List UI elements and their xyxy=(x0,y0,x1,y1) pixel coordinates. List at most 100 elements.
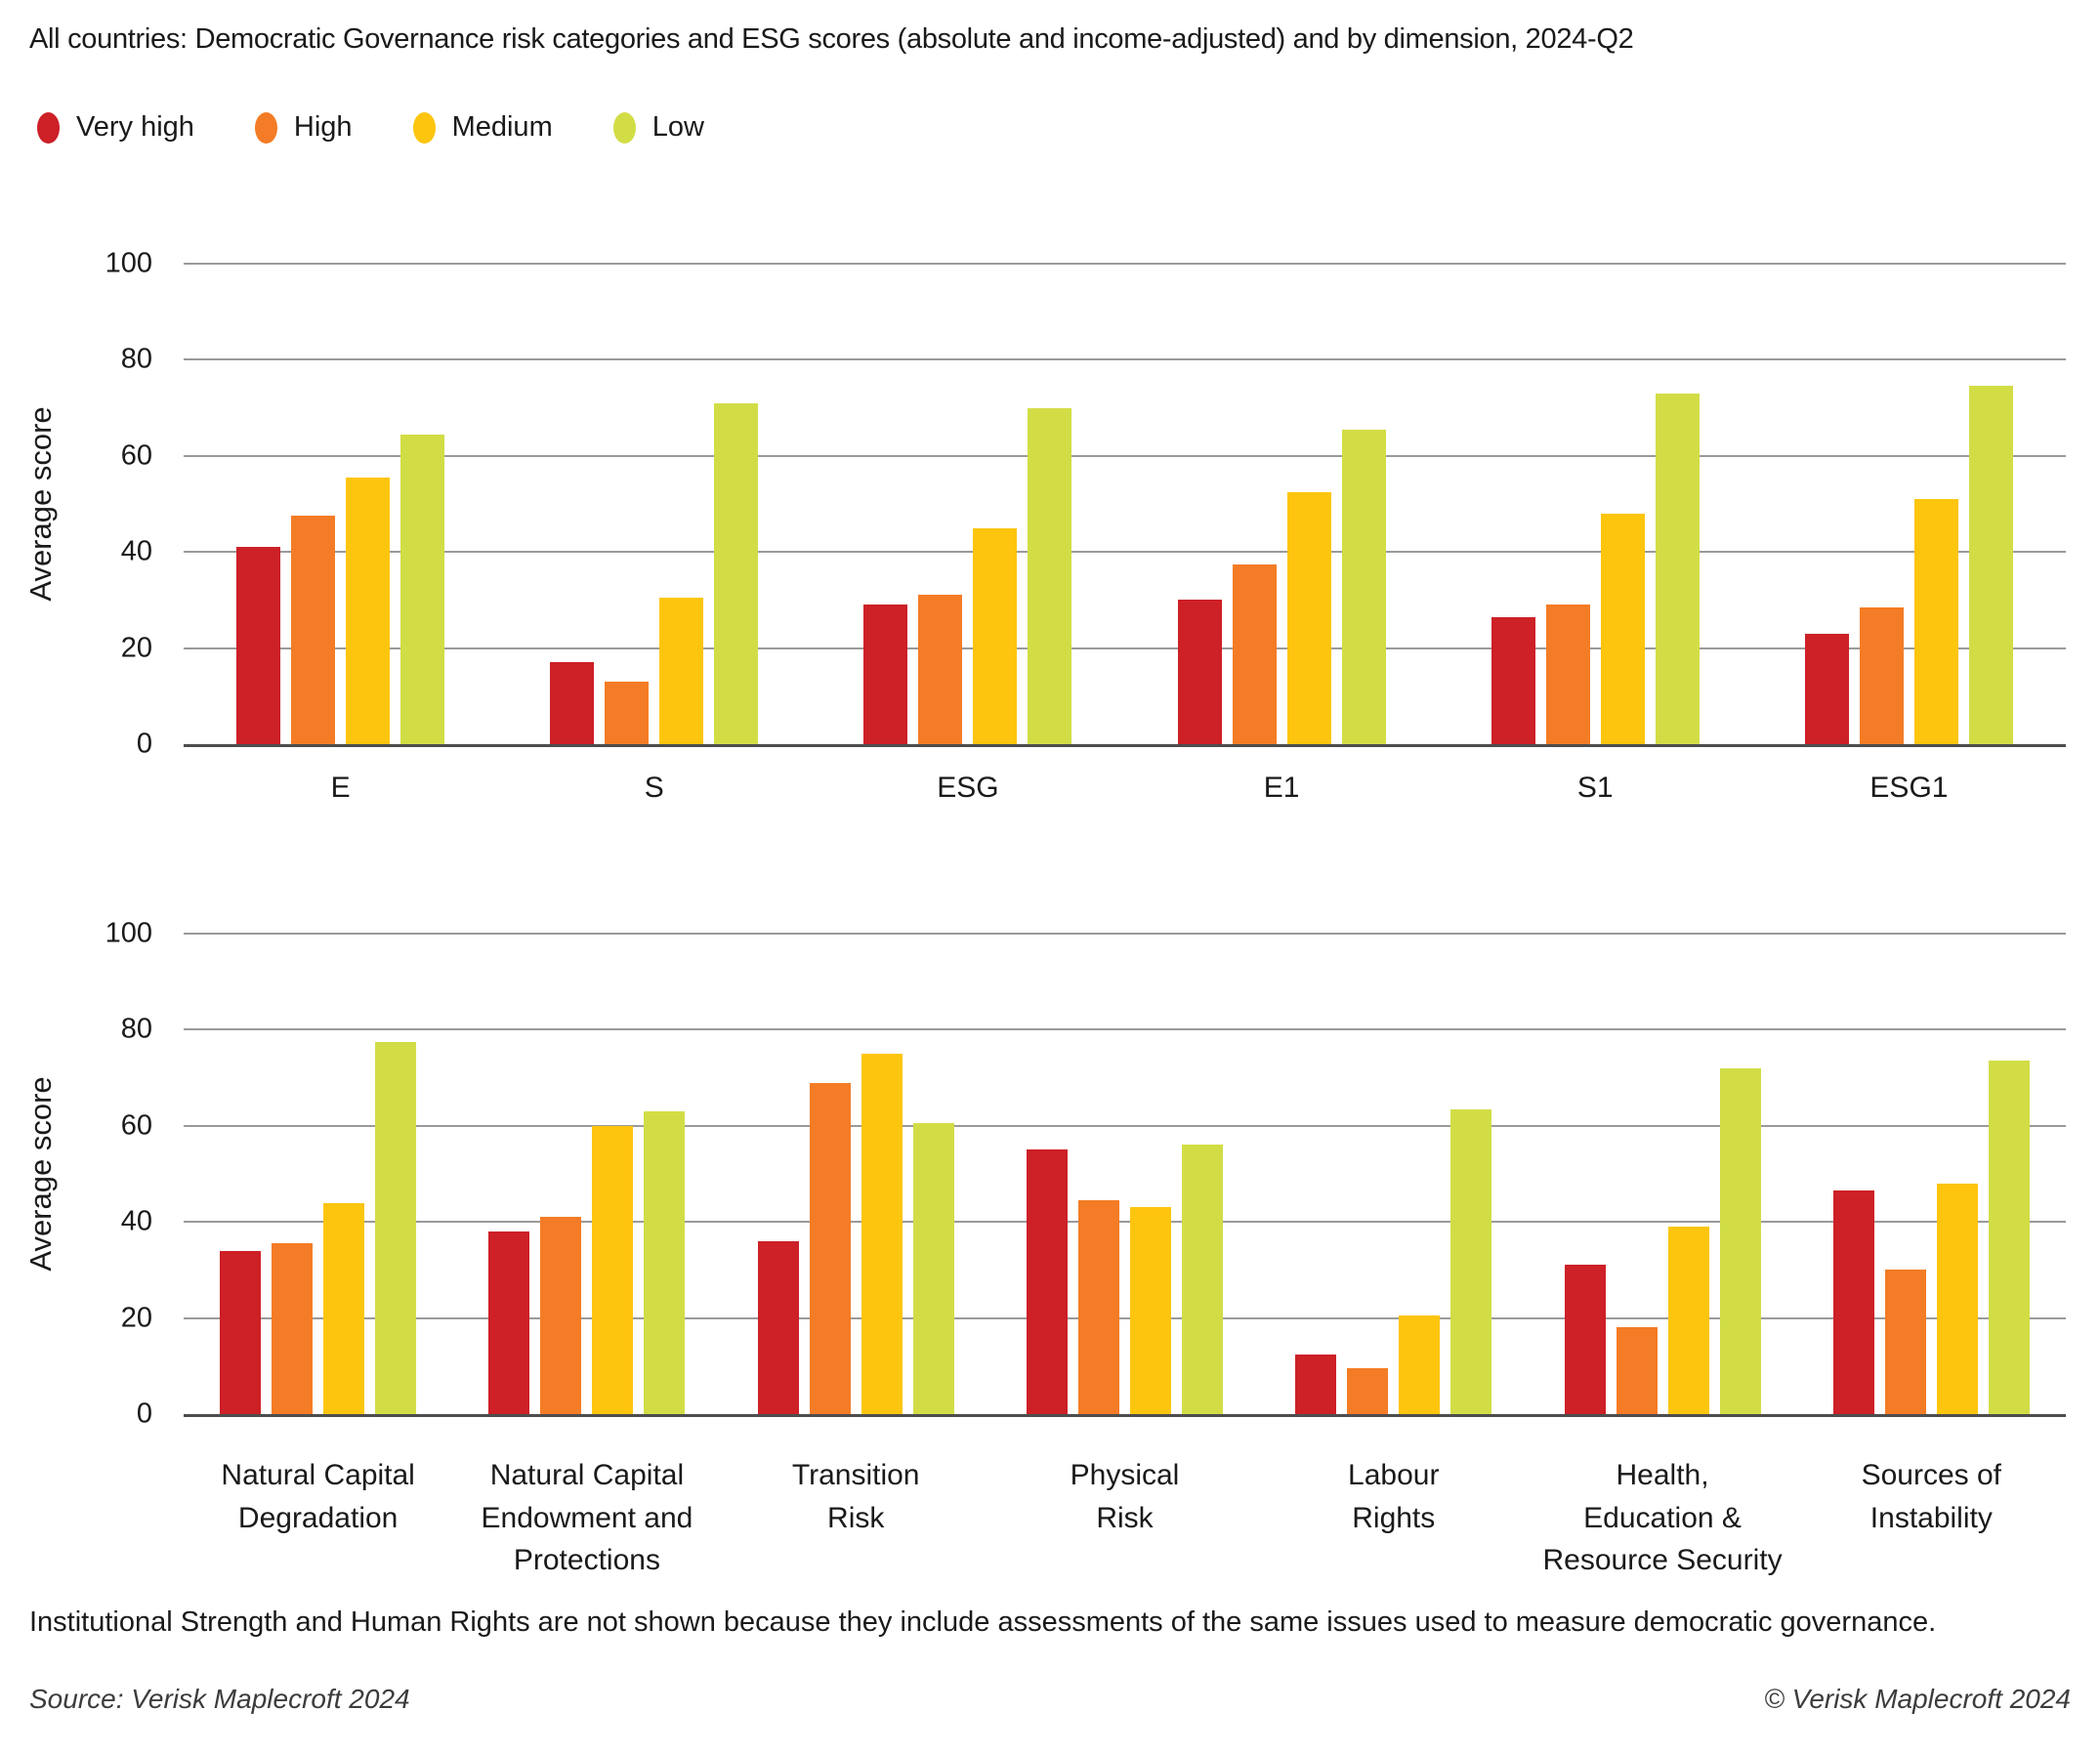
bar-high xyxy=(540,1217,582,1414)
bar-group-1 xyxy=(184,264,497,744)
bar-medium xyxy=(659,597,704,744)
bar-group-5 xyxy=(1259,934,1528,1414)
bar-group-2 xyxy=(497,264,811,744)
bar-high xyxy=(1884,1270,1926,1414)
bar-high xyxy=(605,682,650,744)
legend-marker-icon xyxy=(37,111,60,144)
bar-very-high xyxy=(863,605,908,744)
x-category-label: ESG xyxy=(937,772,999,804)
bottom-chart: Average score 0 20 40 60 80 100 Natural Capit… xyxy=(0,919,2100,1617)
bar-medium xyxy=(1399,1315,1441,1414)
y-axis-ticks: 0 20 40 60 80 100 xyxy=(0,919,184,1428)
legend-label: Low xyxy=(651,111,704,143)
bar-high xyxy=(1859,606,1904,744)
bar-low xyxy=(1968,386,2013,744)
bar-medium xyxy=(1129,1207,1171,1414)
bar-medium xyxy=(1936,1183,1978,1414)
x-category-label: Sources of Instability xyxy=(1861,1459,2002,1534)
gridline-20 xyxy=(184,1316,2066,1319)
bar-very-high xyxy=(236,547,281,744)
x-category-label: Health, Education & Resource Security xyxy=(1542,1459,1783,1576)
source-text: Source: Verisk Maplecroft 2024 xyxy=(29,1684,410,1714)
legend-label: Medium xyxy=(451,111,553,143)
bar-low xyxy=(1719,1067,1761,1414)
x-category-label: ESG1 xyxy=(1869,772,1949,804)
y-tick-label-100: 100 xyxy=(105,917,152,949)
y-axis-ticks: 0 20 40 60 80 100 xyxy=(0,249,184,758)
bar-very-high xyxy=(1491,616,1535,744)
legend-item-medium: Medium xyxy=(412,111,553,144)
copyright-text: © Verisk Maplecroft 2024 xyxy=(1764,1684,2071,1714)
y-tick-label-80: 80 xyxy=(120,1013,152,1045)
x-axis-labels: E S ESG E1 S1 ESG1 xyxy=(184,767,2066,810)
bar-low xyxy=(1450,1108,1492,1414)
y-tick-label-40: 40 xyxy=(120,1205,152,1237)
bar-medium xyxy=(1600,513,1645,744)
y-tick-label-0: 0 xyxy=(136,728,152,760)
gridline-60 xyxy=(184,1124,2066,1127)
plot-area xyxy=(184,933,2066,1417)
bar-very-high xyxy=(488,1231,530,1414)
gridline-100 xyxy=(184,933,2066,935)
legend-item-low: Low xyxy=(612,111,704,144)
bar-very-high xyxy=(220,1250,262,1414)
y-tick-label-20: 20 xyxy=(120,632,152,664)
y-tick-label-100: 100 xyxy=(105,247,152,279)
top-chart: Average score 0 20 40 60 80 100 E S ESG E1 S1 ESG1 xyxy=(0,249,2100,947)
legend-item-very-high: Very high xyxy=(37,111,194,144)
plot-area xyxy=(184,263,2066,747)
gridline-100 xyxy=(184,263,2066,265)
bar-very-high xyxy=(1295,1354,1337,1414)
bar-low xyxy=(1181,1145,1223,1414)
bar-medium xyxy=(323,1202,365,1414)
legend-label: Very high xyxy=(76,111,194,143)
x-category-label: Labour Rights xyxy=(1348,1459,1440,1534)
x-category-label: S xyxy=(644,772,664,804)
bar-very-high xyxy=(1026,1149,1068,1414)
bar-low xyxy=(1988,1061,2030,1414)
page-title: All countries: Democratic Governance ris… xyxy=(29,23,1634,55)
x-category-label: E1 xyxy=(1263,772,1300,804)
bar-very-high xyxy=(1564,1265,1606,1414)
bar-group-3 xyxy=(811,264,1124,744)
legend: Very high High Medium Low xyxy=(37,111,704,144)
gridline-80 xyxy=(184,358,2066,361)
bar-low xyxy=(912,1123,954,1414)
bar-group-4 xyxy=(990,934,1259,1414)
y-tick-label-60: 60 xyxy=(120,439,152,472)
bar-medium xyxy=(346,477,391,744)
bar-very-high xyxy=(1804,633,1849,744)
bar-group-1 xyxy=(184,934,452,1414)
legend-marker-icon xyxy=(254,111,277,144)
gridline-60 xyxy=(184,454,2066,457)
gridline-40 xyxy=(184,551,2066,554)
bar-low xyxy=(400,434,445,744)
bar-high xyxy=(1347,1368,1389,1414)
bar-group-6 xyxy=(1752,264,2066,744)
bar-low xyxy=(1341,429,1386,744)
y-tick-label-0: 0 xyxy=(136,1397,152,1430)
gridline-40 xyxy=(184,1221,2066,1224)
bar-groups xyxy=(184,264,2066,744)
bar-group-4 xyxy=(1125,264,1439,744)
bar-low xyxy=(1655,393,1700,744)
bar-medium xyxy=(973,527,1018,744)
bar-low xyxy=(714,402,759,744)
legend-marker-icon xyxy=(412,111,436,144)
bar-high xyxy=(291,516,336,744)
gridline-20 xyxy=(184,647,2066,649)
bar-very-high xyxy=(550,662,595,744)
y-tick-label-40: 40 xyxy=(120,535,152,567)
bar-high xyxy=(272,1243,314,1414)
gridline-80 xyxy=(184,1028,2066,1031)
y-tick-label-80: 80 xyxy=(120,343,152,375)
bar-group-2 xyxy=(452,934,721,1414)
x-category-label: S1 xyxy=(1576,772,1614,804)
bar-low xyxy=(375,1041,417,1414)
legend-marker-icon xyxy=(612,111,636,144)
bar-very-high xyxy=(1177,600,1222,744)
bar-high xyxy=(918,595,963,744)
bar-high xyxy=(809,1082,851,1414)
x-category-label: E xyxy=(330,772,351,804)
x-category-label: Physical Risk xyxy=(1070,1459,1180,1534)
